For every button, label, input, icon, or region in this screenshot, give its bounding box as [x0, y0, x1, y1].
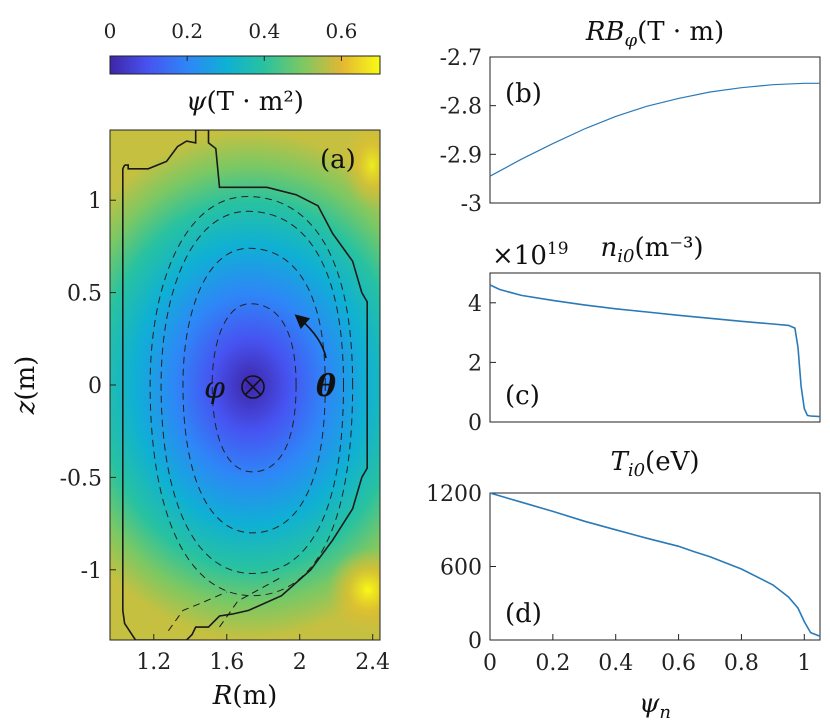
psi-hotspot-upper-right	[344, 130, 380, 210]
poloidal-arrow	[294, 314, 327, 359]
panel-b-title-var: RB	[585, 17, 625, 47]
panel-c: ×1019 ni0(m⁻³) 4 2 0 (c)	[468, 233, 821, 436]
panel-a-ytick-label: -1	[81, 559, 102, 584]
colorbar-tick-label: 0	[104, 19, 117, 43]
panel-d-title-unit: (eV)	[645, 447, 699, 477]
flux-surface	[211, 303, 297, 473]
ytick-label: 0	[468, 629, 482, 654]
panel-d-yticks: 1200 600 0	[426, 482, 496, 654]
psi-heatmap	[110, 130, 380, 640]
panel-d-xlabel: ψn	[639, 689, 671, 723]
panel-b-title: RBφ(T · m)	[585, 17, 724, 51]
ytick-label: 0	[468, 411, 482, 436]
panel-a-xticks: 1.2 1.6 2 2.4	[136, 634, 390, 675]
panel-a-ylabel-var: z	[11, 400, 41, 415]
panel-b-yticks: -2.7 -2.8 -2.9 -3	[440, 46, 496, 217]
psi-hotspot-lower-right	[328, 548, 380, 632]
panel-c-multiplier-base: ×10	[492, 241, 547, 271]
panel-b: RBφ(T · m) -2.7 -2.8 -2.9 -3 (b)	[440, 17, 821, 217]
panel-b-title-sub: φ	[625, 30, 638, 51]
ytick-label: 1200	[426, 482, 482, 507]
out-of-page-icon	[241, 375, 265, 399]
xtick-label: 0.4	[598, 651, 633, 676]
panel-c-series-line	[489, 284, 821, 418]
panel-a-ytick-label: 0	[88, 374, 102, 399]
panel-a-xlabel-unit: (m)	[232, 681, 277, 711]
ytick-label: -3	[461, 192, 482, 217]
panel-b-series-line	[489, 82, 820, 177]
panel-d-xticks: 0 0.2 0.4 0.6 0.8 1	[483, 634, 811, 676]
panel-c-frame	[489, 272, 821, 423]
panel-a-ytick-label: -0.5	[60, 466, 102, 491]
panel-c-yticks: 4 2 0	[468, 292, 496, 436]
panel-a-yticks: 1 0.5 0 -0.5 -1	[60, 189, 116, 584]
colorbar-label-var: ψ	[186, 87, 207, 117]
ytick-label: 600	[440, 556, 482, 581]
panel-c-title-sub: i0	[617, 246, 634, 267]
colorbar-ticks: 0 0.2 0.4 0.6	[104, 19, 358, 61]
panel-c-multiplier: ×1019	[492, 239, 569, 271]
flux-surface	[160, 210, 345, 574]
panel-d-title: Ti0(eV)	[610, 447, 699, 481]
panel-d-xlabel-sub: n	[659, 702, 671, 723]
panel-a-xlabel-var: R	[212, 681, 233, 711]
ytick-label: 2	[468, 351, 482, 376]
toroidal-phi-label: φ	[204, 371, 225, 406]
ytick-label: -2.9	[440, 143, 482, 168]
panel-c-title-unit: (m⁻³)	[634, 233, 703, 263]
colorbar: 0 0.2 0.4 0.6 ψ(T · m²)	[104, 19, 381, 117]
panel-a-xlabel: R(m)	[212, 681, 278, 711]
xtick-label: 0.8	[724, 651, 759, 676]
panel-d-label: (d)	[505, 599, 542, 629]
panel-a-label: (a)	[320, 145, 356, 175]
panel-a-xtick-label: 1.2	[136, 650, 171, 675]
ytick-label: -2.8	[440, 95, 482, 120]
panel-a-ytick-label: 0.5	[67, 282, 102, 307]
panel-b-frame	[489, 56, 821, 204]
ytick-label: -2.7	[440, 46, 482, 71]
panel-a-xtick-label: 2	[293, 650, 307, 675]
colorbar-bar	[109, 55, 381, 75]
xtick-label: 0.2	[535, 651, 570, 676]
panel-b-label: (b)	[505, 79, 542, 109]
panel-a: 1.2 1.6 2 2.4 10.50-0.5-1 (a) φ θ R(m) z(m)	[11, 129, 390, 711]
colorbar-label-unit: (T · m²)	[206, 87, 304, 117]
panel-d: Ti0(eV) 1200 600 0 0 0.2 0.4 0.6 0.8 1 (d) ψn	[426, 447, 821, 723]
panel-a-ylabel: z(m)	[11, 356, 41, 416]
panel-a-xtick-label: 1.6	[209, 650, 244, 675]
panel-d-title-sub: i0	[628, 460, 645, 481]
panel-d-title-var: T	[610, 447, 629, 477]
xtick-label: 0.6	[661, 651, 696, 676]
panel-c-label: (c)	[505, 381, 540, 411]
flux-surface	[182, 247, 326, 534]
ytick-label: 4	[468, 292, 482, 317]
xtick-label: 0	[483, 651, 497, 676]
vessel-wall	[122, 130, 368, 640]
panel-d-series-line	[489, 492, 821, 638]
panel-a-xtick-label: 2.4	[355, 650, 390, 675]
panel-d-xlabel-var: ψ	[639, 689, 660, 719]
panel-c-title-var: n	[600, 233, 617, 263]
panel-c-title: ni0(m⁻³)	[600, 233, 703, 267]
xtick-label: 1	[797, 651, 811, 676]
panel-a-ylabel-unit: (m)	[11, 356, 41, 401]
poloidal-theta-label: θ	[316, 369, 336, 404]
colorbar-tick-label: 0.6	[326, 19, 358, 43]
colorbar-tick-label: 0.4	[248, 19, 280, 43]
divertor-leg	[167, 576, 282, 632]
colorbar-label: ψ(T · m²)	[186, 87, 304, 117]
colorbar-tick-label: 0.2	[171, 19, 203, 43]
panel-c-multiplier-exp: 19	[547, 239, 569, 259]
panel-b-title-unit: (T · m)	[637, 17, 724, 47]
panel-a-ytick-label: 1	[88, 189, 102, 214]
